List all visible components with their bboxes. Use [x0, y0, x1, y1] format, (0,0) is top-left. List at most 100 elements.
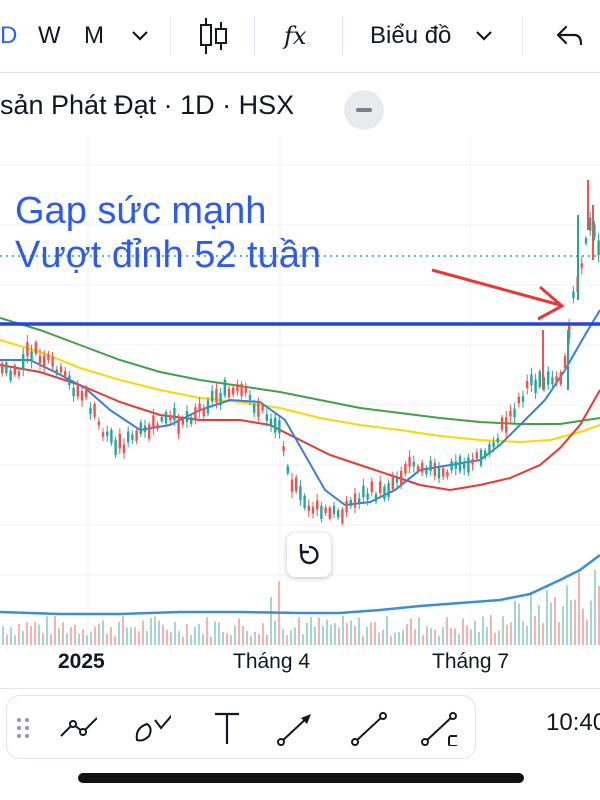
candle-body	[534, 379, 537, 394]
volume-bar	[578, 572, 580, 645]
volume-bar	[382, 630, 384, 645]
ray-tool-icon[interactable]	[417, 710, 457, 746]
chart-title: sản Phát Đạt · 1D · HSX	[0, 90, 295, 120]
interval-week-button[interactable]: W	[38, 22, 61, 49]
volume-bar	[482, 616, 484, 645]
candle-body	[227, 388, 231, 398]
x-axis-label-2025: 2025	[58, 650, 105, 673]
volume-bar	[222, 631, 224, 645]
volume-bar	[346, 622, 348, 645]
reset-chart-button[interactable]	[287, 533, 331, 577]
candle-body	[190, 417, 193, 424]
volume-bar	[494, 632, 496, 645]
trend-line-tool-icon[interactable]	[347, 710, 387, 746]
volume-bar	[42, 633, 44, 645]
chart-type-button[interactable]: Biểu đồ	[370, 22, 452, 49]
candle-body	[265, 414, 268, 421]
arrow-tool-icon[interactable]	[273, 710, 313, 746]
undo-icon[interactable]	[554, 24, 584, 68]
candle-body	[34, 342, 37, 354]
volume-bar	[298, 617, 300, 645]
function-icon: fx	[284, 22, 307, 50]
volume-bar	[302, 634, 304, 645]
interval-day-button[interactable]: D	[0, 22, 18, 49]
volume-bar	[246, 630, 248, 645]
candle-body	[429, 460, 432, 472]
volume-bar	[30, 626, 32, 645]
candle-body	[248, 395, 252, 400]
candle-body	[55, 369, 58, 375]
candle-body	[160, 416, 163, 422]
volume-bar	[574, 599, 576, 645]
candle-body	[244, 387, 247, 393]
volume-bar	[206, 617, 208, 645]
candle-body	[521, 396, 525, 402]
candle-body	[437, 466, 441, 479]
volume-bar	[294, 627, 296, 645]
candle-body	[93, 403, 96, 417]
volume-bar	[506, 624, 508, 645]
volume-bar	[446, 617, 448, 645]
candle-body	[5, 362, 8, 374]
candle-body	[572, 291, 575, 299]
candle-body	[269, 418, 273, 427]
volume-bar	[186, 624, 188, 645]
volume-bar	[502, 616, 504, 645]
volume-bar	[290, 630, 292, 645]
text-tool-icon[interactable]	[207, 710, 247, 746]
candle-body	[26, 342, 29, 357]
candle-body	[526, 380, 529, 389]
volume-bar	[570, 600, 572, 645]
collapse-legend-button[interactable]	[344, 90, 384, 130]
candle-body	[122, 444, 126, 454]
volume-bar	[586, 619, 588, 645]
volume-bar	[286, 635, 288, 645]
toolbar-divider	[254, 16, 255, 56]
chevron-down-icon[interactable]	[474, 28, 494, 72]
price-chart[interactable]	[0, 135, 600, 645]
volume-bar	[70, 627, 72, 645]
candle-body	[181, 419, 184, 425]
chevron-down-icon[interactable]	[130, 28, 150, 72]
candle-body	[51, 356, 54, 367]
candle-body	[286, 466, 289, 474]
volume-bar	[150, 618, 152, 645]
volume-bar	[146, 631, 148, 645]
volume-bar	[434, 629, 436, 645]
candle-body	[169, 415, 172, 421]
moving-average-blue-line	[0, 309, 600, 507]
candle-body	[366, 493, 369, 500]
candle-body	[387, 483, 390, 497]
candle-body	[416, 466, 420, 472]
volume-bar	[214, 621, 216, 645]
volume-bar	[366, 626, 368, 645]
candle-body	[555, 376, 558, 382]
volume-bar	[106, 634, 108, 645]
volume-bar	[350, 620, 352, 645]
candle-body	[328, 507, 331, 519]
indicators-button[interactable]: fx	[284, 14, 306, 58]
volume-bar	[514, 600, 516, 645]
interval-month-button[interactable]: M	[84, 22, 104, 49]
volume-bar	[198, 624, 200, 645]
candle-body	[194, 407, 197, 421]
volume-bar	[498, 630, 500, 645]
candle-body	[421, 462, 424, 473]
volume-bar	[138, 631, 140, 645]
volume-bar	[314, 626, 316, 645]
brush-tool-icon[interactable]	[131, 710, 171, 746]
drag-handle-icon[interactable]	[13, 710, 53, 746]
candle-body	[408, 456, 411, 467]
candle-body	[370, 481, 373, 493]
volume-bar	[518, 603, 520, 645]
volume-bar	[226, 633, 228, 645]
trend-path-tool-icon[interactable]	[57, 710, 97, 746]
clock-label: 10:40	[546, 709, 600, 736]
volume-bar	[414, 629, 416, 645]
candle-body	[593, 224, 596, 238]
candles-icon[interactable]	[196, 16, 230, 60]
volume-bar	[554, 597, 556, 645]
candle-body	[290, 479, 294, 492]
candle-body	[135, 430, 138, 441]
candle-body	[156, 424, 159, 429]
